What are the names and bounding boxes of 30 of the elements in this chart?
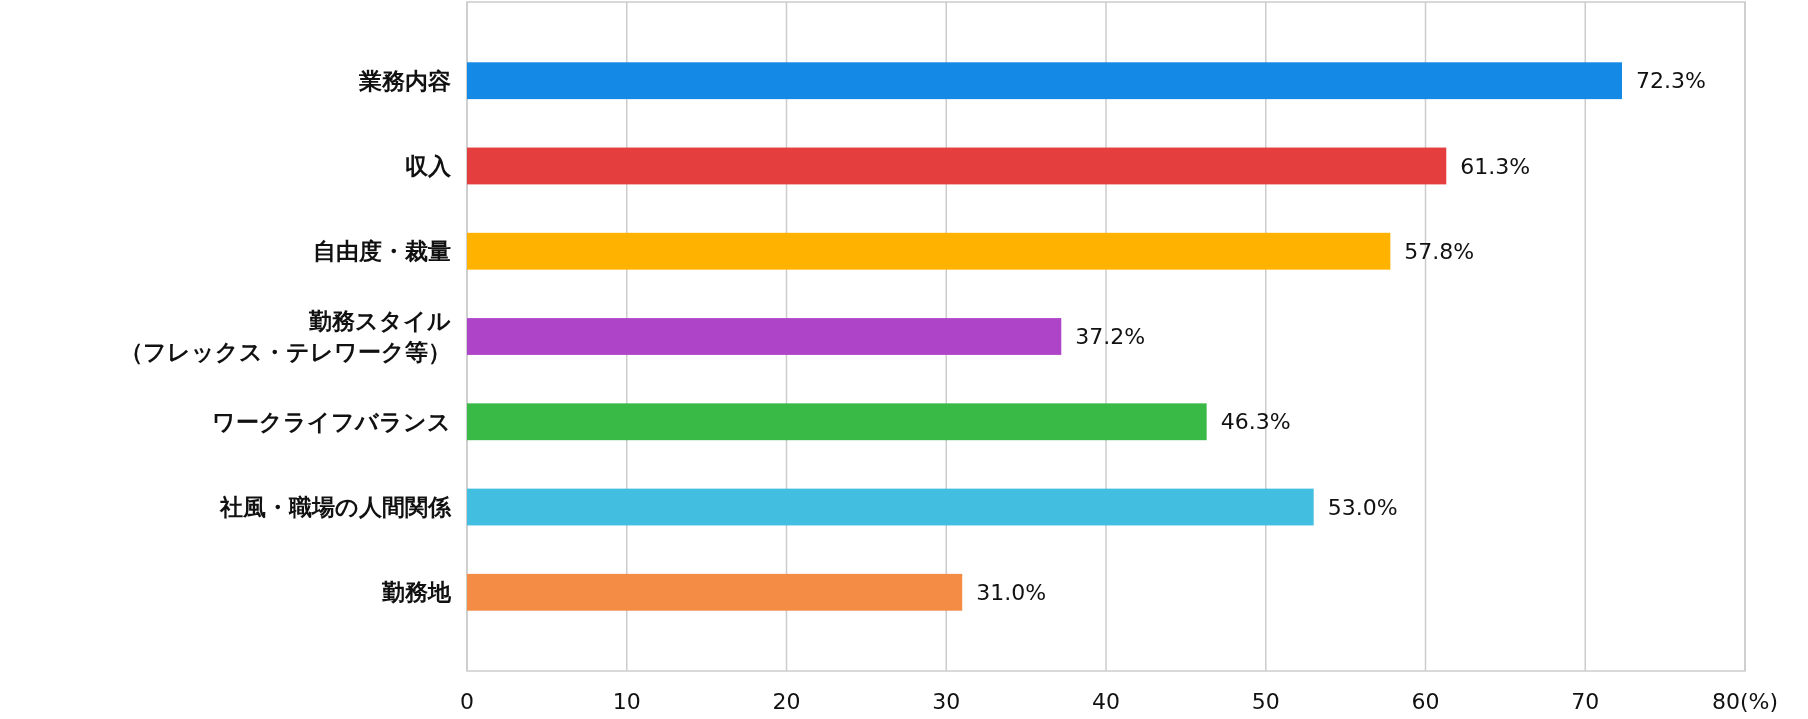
x-tick-label: 30 — [932, 688, 961, 714]
data-label: 61.3% — [1460, 153, 1531, 179]
bar — [467, 403, 1207, 441]
x-tick-label: 50 — [1251, 688, 1280, 714]
x-tick-label: 80(%) — [1711, 688, 1779, 714]
x-tick-label: 20 — [772, 688, 801, 714]
bar — [467, 488, 1314, 526]
bar — [467, 62, 1622, 100]
y-tick-label: 業務内容 — [358, 67, 451, 94]
x-tick-label: 0 — [460, 688, 474, 714]
x-tick-label: 70 — [1571, 688, 1600, 714]
data-label: 57.8% — [1404, 238, 1475, 264]
bar — [467, 318, 1062, 355]
bar — [467, 147, 1447, 185]
data-label: 31.0% — [976, 580, 1047, 605]
y-tick-label: 勤務スタイル（フレックス・テレワーク等） — [120, 308, 451, 366]
data-label: 72.3% — [1635, 68, 1706, 94]
data-label: 37.2% — [1075, 324, 1146, 350]
data-label: 46.3% — [1220, 409, 1291, 435]
x-tick-label: 10 — [612, 688, 641, 714]
bar — [467, 232, 1391, 270]
y-tick-label: 勤務地 — [381, 579, 452, 606]
x-tick-label: 60 — [1411, 688, 1440, 714]
y-tick-label: ワークライフバランス — [212, 408, 451, 435]
data-label: 53.0% — [1327, 494, 1398, 520]
y-tick-label: 自由度・裁量 — [313, 238, 451, 265]
y-tick-label: 収入 — [405, 153, 452, 180]
bar — [467, 573, 963, 611]
y-tick-label: 社風・職場の人間関係 — [219, 494, 452, 521]
x-tick-label: 40 — [1092, 688, 1120, 714]
